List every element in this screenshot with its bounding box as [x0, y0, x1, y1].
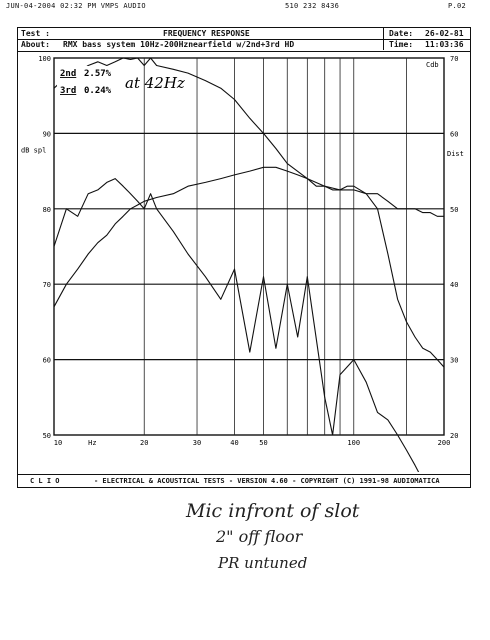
- header-row-about: About: RMX bass system 10Hz-200Hznearfie…: [18, 39, 470, 52]
- clio-footer: C L I O - ELECTRICAL & ACOUSTICAL TESTS …: [18, 474, 470, 487]
- legend-2nd-label: 2nd: [60, 69, 76, 79]
- chart-curves: [53, 57, 445, 472]
- handwritten-at-note: at 42Hz: [125, 74, 185, 92]
- legend-3rd-value: 0.24%: [84, 86, 112, 96]
- x-tick-label: 10: [54, 439, 62, 447]
- legend-3rd-label: 3rd: [60, 86, 76, 96]
- x-tick-label: 200: [438, 439, 451, 447]
- fax-header-page: P.02: [448, 2, 467, 10]
- header-divider: [383, 28, 384, 50]
- about-label: About:: [21, 40, 50, 49]
- page-title: FREQUENCY RESPONSE: [163, 29, 250, 38]
- y-tick-label-left: 90: [43, 130, 51, 138]
- y-tick-label-left: 80: [43, 206, 51, 214]
- y-axis-right-unit: Cdb: [426, 61, 439, 69]
- header-row-title: Test : FREQUENCY RESPONSE Date: 26-02-81: [18, 29, 470, 40]
- series-line-1: [53, 57, 444, 217]
- fax-header-left: JUN-04-2004 02:32 PM VMPS AUDIO: [6, 2, 146, 10]
- footer-brand: C L I O: [30, 477, 60, 485]
- chart-ticks: 100 90 80 70 60 50 70 60 50 40 30 20 10 20 30 40 50 100 20…: [38, 55, 458, 447]
- time-value: 11:03:36: [425, 40, 464, 49]
- clio-report-frame: Test : FREQUENCY RESPONSE Date: 26-02-81…: [17, 27, 471, 488]
- y-tick-label-right: 50: [450, 206, 458, 214]
- date-label: Date:: [389, 29, 414, 38]
- y-axis-label: dB spl: [21, 146, 46, 154]
- date-value: 26-02-81: [425, 29, 464, 38]
- legend-2nd-value: 2.57%: [84, 69, 112, 79]
- x-tick-label: 40: [230, 439, 238, 447]
- y-tick-label-right: 60: [450, 130, 458, 138]
- series-line-2: [53, 178, 420, 472]
- y-tick-label-right: 40: [450, 281, 458, 289]
- y-tick-label-left: 50: [43, 432, 51, 440]
- footer-text: - ELECTRICAL & ACOUSTICAL TESTS - VERSIO…: [94, 477, 440, 485]
- time-label: Time:: [389, 40, 414, 49]
- y-tick-label-left: 60: [43, 357, 51, 365]
- frequency-response-chart: 100 90 80 70 60 50 70 60 50 40 30 20 10 20 30 40 50 100 20…: [21, 55, 464, 472]
- y-tick-label-left: 100: [38, 55, 51, 63]
- series-line-3: [53, 166, 445, 368]
- y-tick-label-left: 70: [43, 281, 51, 289]
- x-tick-label: 50: [259, 439, 267, 447]
- x-axis-label: Hz: [88, 439, 96, 447]
- x-tick-label: 30: [193, 439, 201, 447]
- handwritten-note-1: Mic infront of slot: [186, 500, 360, 522]
- legend-box: [57, 66, 103, 98]
- y-tick-label-right: 70: [450, 55, 458, 63]
- handwritten-note-3: PR untuned: [218, 554, 308, 572]
- chart-grid: [53, 57, 445, 436]
- handwritten-note-2: 2" off floor: [216, 527, 303, 546]
- fax-header-phone: 510 232 8436: [285, 2, 340, 10]
- about-text: RMX bass system 10Hz-200Hznearfield w/2n…: [63, 40, 295, 49]
- y-axis-right-label: Dist: [447, 150, 464, 158]
- y-tick-label-right: 20: [450, 432, 458, 440]
- plot-border: [53, 57, 445, 436]
- x-tick-label: 100: [347, 439, 360, 447]
- x-tick-label: 20: [140, 439, 148, 447]
- test-label: Test :: [21, 29, 50, 38]
- y-tick-label-right: 30: [450, 357, 458, 365]
